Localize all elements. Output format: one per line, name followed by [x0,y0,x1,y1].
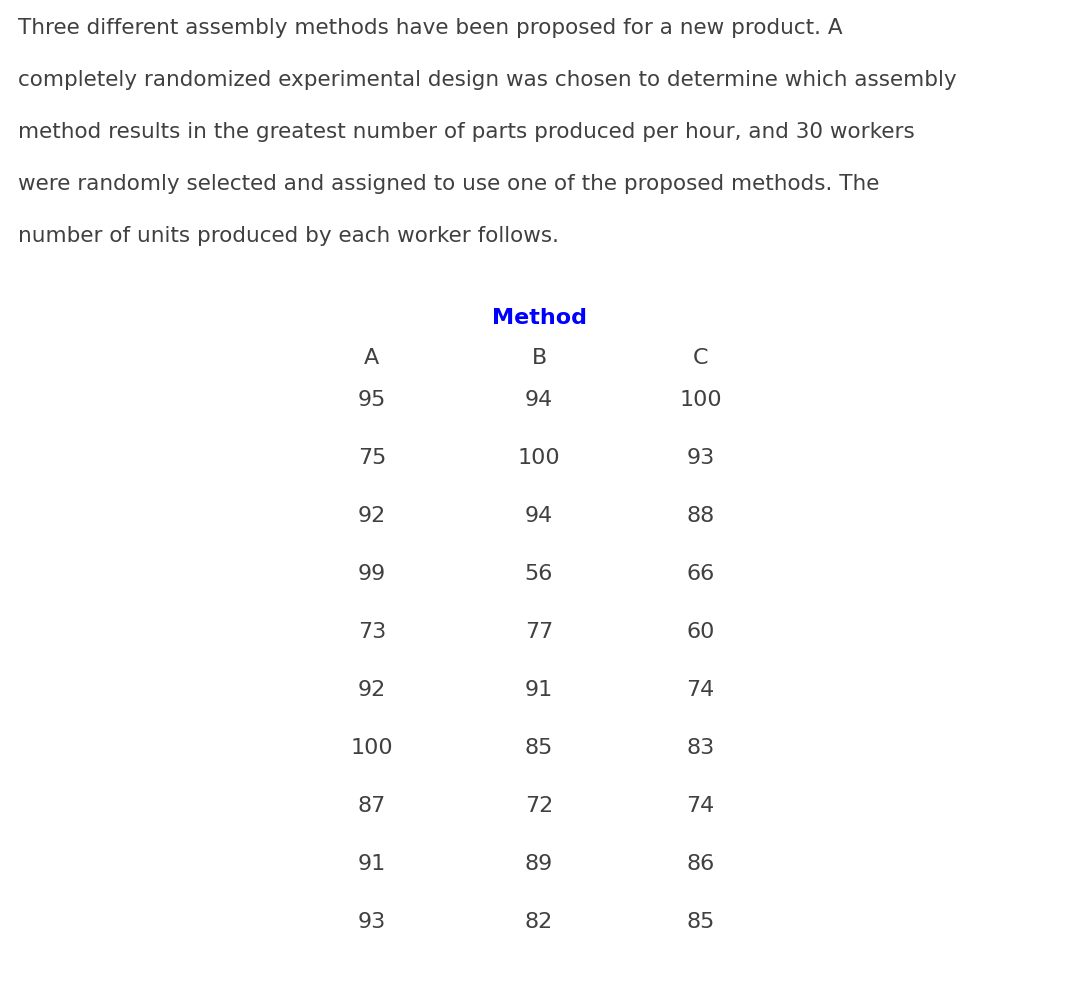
Text: 86: 86 [687,854,715,874]
Text: 75: 75 [358,448,386,468]
Text: Three different assembly methods have been proposed for a new product. A: Three different assembly methods have be… [18,18,843,38]
Text: 92: 92 [358,506,386,526]
Text: 88: 88 [687,506,715,526]
Text: 73: 73 [358,622,386,642]
Text: 91: 91 [358,854,386,874]
Text: 99: 99 [358,564,386,584]
Text: method results in the greatest number of parts produced per hour, and 30 workers: method results in the greatest number of… [18,122,915,142]
Text: 85: 85 [525,738,553,758]
Text: 82: 82 [525,912,553,932]
Text: number of units produced by each worker follows.: number of units produced by each worker … [18,226,559,246]
Text: completely randomized experimental design was chosen to determine which assembly: completely randomized experimental desig… [18,70,956,90]
Text: 83: 83 [687,738,715,758]
Text: 93: 93 [687,448,715,468]
Text: 60: 60 [687,622,715,642]
Text: 85: 85 [687,912,715,932]
Text: 100: 100 [517,448,561,468]
Text: 100: 100 [350,738,393,758]
Text: 100: 100 [679,390,722,410]
Text: 93: 93 [358,912,386,932]
Text: 74: 74 [687,796,715,816]
Text: 94: 94 [525,390,553,410]
Text: 91: 91 [525,680,553,700]
Text: 94: 94 [525,506,553,526]
Text: 89: 89 [525,854,553,874]
Text: B: B [531,348,547,368]
Text: 74: 74 [687,680,715,700]
Text: C: C [693,348,708,368]
Text: were randomly selected and assigned to use one of the proposed methods. The: were randomly selected and assigned to u… [18,174,880,194]
Text: 92: 92 [358,680,386,700]
Text: A: A [364,348,379,368]
Text: 56: 56 [525,564,553,584]
Text: 66: 66 [687,564,715,584]
Text: Method: Method [492,308,586,328]
Text: 77: 77 [525,622,553,642]
Text: 87: 87 [358,796,386,816]
Text: 72: 72 [525,796,553,816]
Text: 95: 95 [358,390,386,410]
